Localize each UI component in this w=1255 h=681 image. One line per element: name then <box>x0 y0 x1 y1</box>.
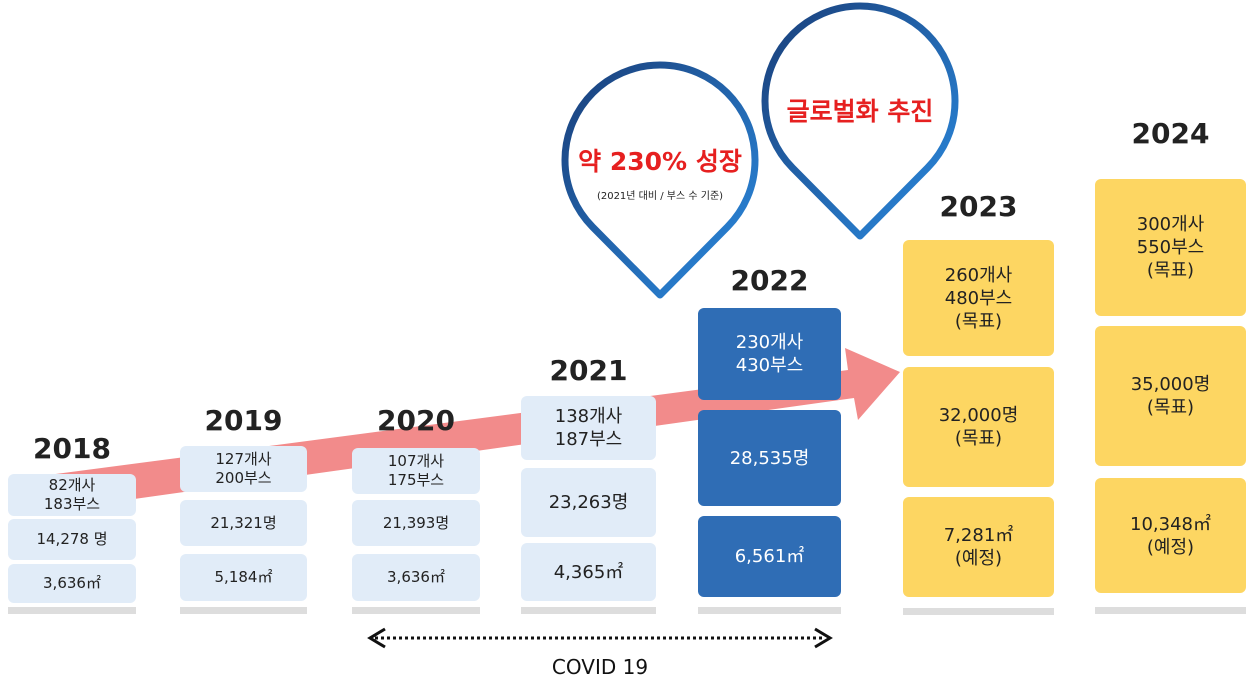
arrow-head <box>367 627 386 649</box>
base-bar <box>180 607 307 614</box>
stat-box: 5,184㎡ <box>180 554 307 601</box>
stat-line: 21,321명 <box>210 513 277 532</box>
stat-box: 107개사 175부스 <box>352 448 480 494</box>
stat-box: 32,000명 (목표) <box>903 367 1054 487</box>
year-label: 2021 <box>549 354 628 387</box>
year-label: 2020 <box>377 404 455 437</box>
bubble-title: 약 230% 성장 <box>578 147 742 176</box>
stat-line: 187부스 <box>554 429 623 450</box>
stat-box: 23,263명 <box>521 468 656 537</box>
stat-line: 480부스 <box>944 287 1013 309</box>
stat-line: 32,000명 <box>938 405 1019 426</box>
year-label: 2019 <box>204 404 283 437</box>
stat-line: 6,561㎡ <box>734 546 805 567</box>
stat-box: 300개사 550부스 (목표) <box>1095 179 1246 316</box>
stat-box: 21,393명 <box>352 500 480 546</box>
stat-box: 10,348㎡ (예정) <box>1095 478 1246 593</box>
base-bar <box>521 607 656 614</box>
stat-box: 35,000명 (목표) <box>1095 326 1246 466</box>
stat-line: (예정) <box>954 548 1003 569</box>
stat-line: 138개사 <box>554 406 623 427</box>
pin <box>561 61 759 299</box>
stat-line: 5,184㎡ <box>214 568 273 586</box>
stat-box: 127개사 200부스 <box>180 446 307 492</box>
stat-box: 21,321명 <box>180 500 307 546</box>
stat-line: 82개사 <box>48 476 96 494</box>
stat-box: 230개사 430부스 <box>698 308 841 400</box>
stat-box: 260개사 480부스 (목표) <box>903 240 1054 356</box>
stat-box: 7,281㎡ (예정) <box>903 497 1054 597</box>
year-label: 2018 <box>33 432 111 465</box>
stat-box: 3,636㎡ <box>8 564 136 603</box>
stat-box: 14,278 명 <box>8 519 136 560</box>
stat-line: 4,365㎡ <box>553 561 624 583</box>
stat-line: (예정) <box>1146 536 1195 558</box>
stat-line: 7,281㎡ <box>943 525 1014 546</box>
stat-line: 175부스 <box>387 471 445 489</box>
base-bar <box>698 607 841 614</box>
year-label: 2022 <box>730 264 809 297</box>
stat-box: 138개사 187부스 <box>521 396 656 460</box>
stat-box: 4,365㎡ <box>521 543 656 601</box>
stat-line: 550부스 <box>1136 237 1205 258</box>
stat-line: 28,535명 <box>729 447 810 469</box>
stat-line: (목표) <box>954 428 1003 449</box>
year-label: 2024 <box>1131 117 1210 150</box>
stat-line: 23,263명 <box>548 492 629 513</box>
bubble-note: (2021년 대비 / 부스 수 기준) <box>596 191 724 202</box>
base-bar <box>903 608 1054 615</box>
stat-box: 6,561㎡ <box>698 516 841 597</box>
stat-line: 107개사 <box>387 452 445 470</box>
stat-line: 10,348㎡ <box>1130 513 1211 535</box>
base-bar <box>8 607 136 614</box>
stat-line: 21,393명 <box>382 513 450 532</box>
year-label: 2023 <box>939 190 1018 223</box>
bubble-title: 글로벌화 추진 <box>786 97 934 126</box>
arrow-head <box>814 627 833 649</box>
stat-box: 82개사 183부스 <box>8 474 136 516</box>
stat-line: 35,000명 <box>1130 374 1211 395</box>
stat-line: 230개사 <box>735 332 804 353</box>
stat-line: 3,636㎡ <box>387 568 445 586</box>
stat-line: 300개사 <box>1136 214 1205 235</box>
stat-line: 14,278 명 <box>36 530 108 548</box>
stat-box: 28,535명 <box>698 410 841 506</box>
stat-line: (목표) <box>954 310 1003 332</box>
base-bar <box>352 607 480 614</box>
base-bar <box>1095 607 1246 614</box>
period-label: COVID 19 <box>551 655 649 679</box>
stat-line: 260개사 <box>944 264 1013 286</box>
stat-line: 200부스 <box>215 469 272 487</box>
stat-line: (목표) <box>1146 397 1195 418</box>
stat-line: 430부스 <box>735 355 804 376</box>
stat-line: 127개사 <box>215 450 272 468</box>
stat-box: 3,636㎡ <box>352 554 480 601</box>
stat-line: 3,636㎡ <box>43 574 101 592</box>
pin <box>761 2 959 240</box>
stat-line: 183부스 <box>43 495 101 513</box>
stat-line: (목표) <box>1146 260 1195 281</box>
